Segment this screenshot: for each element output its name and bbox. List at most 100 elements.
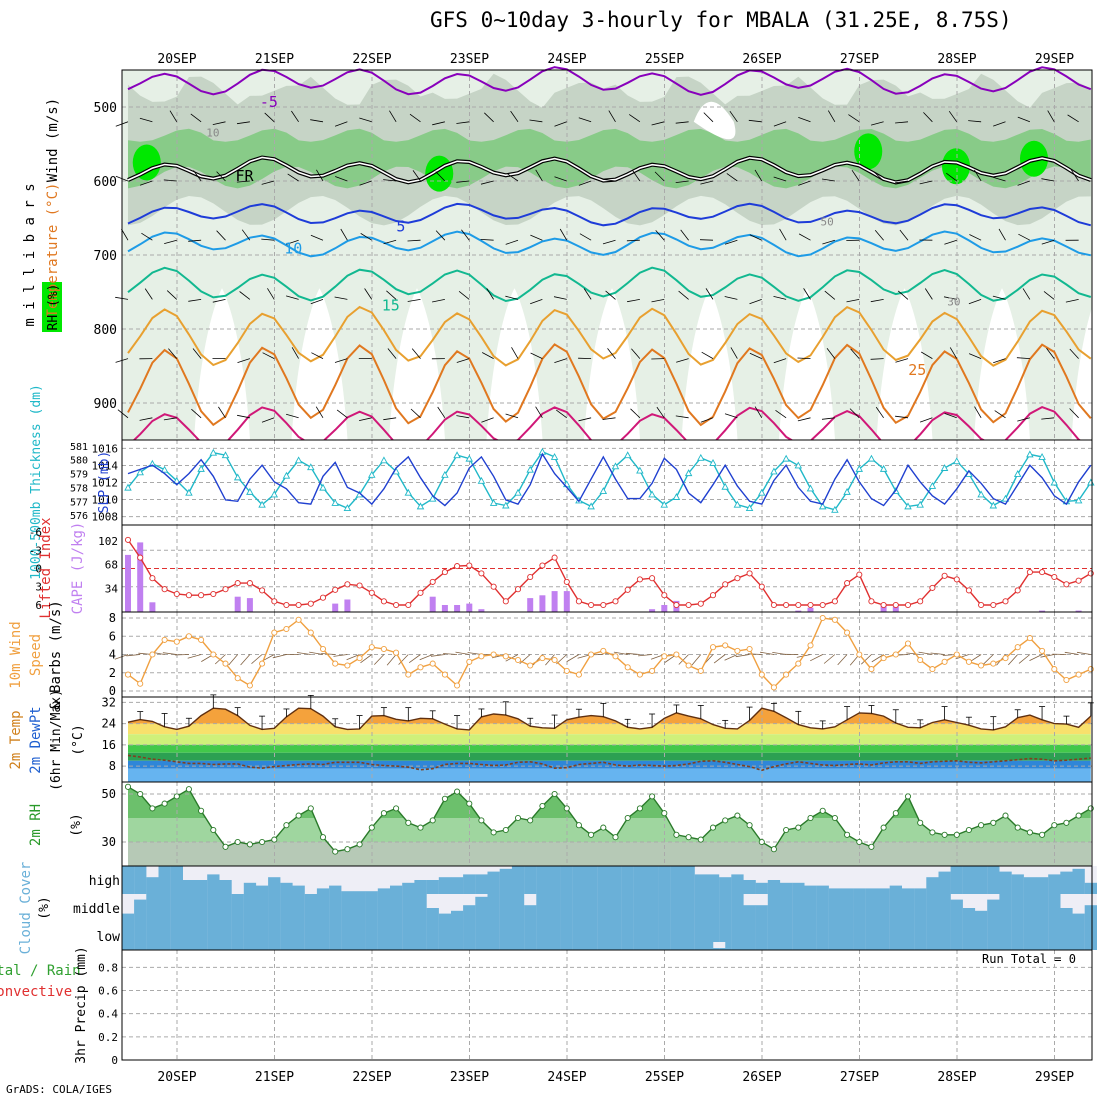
surface-wind-barb [1064,651,1079,655]
bottom-day-tick-label: 22SEP [352,1070,391,1085]
slp-point [489,499,498,506]
rh-band-green [128,128,1091,189]
wind-speed-point [953,651,960,658]
cloud-middle-cell [926,894,939,922]
upper-wind-barb [456,121,470,124]
upper-wind-barb [166,290,178,300]
cloud-middle-cell [1048,894,1061,922]
upper-wind-barb [701,351,714,359]
wind-speed-point [1087,666,1094,673]
cloud-low-cell [585,922,598,950]
surface-wind-barb [174,654,189,656]
wind-speed-point [441,671,448,678]
upper-wind-barb [969,234,982,241]
upper-wind-barb [578,180,592,186]
cape-bar [563,591,570,612]
upper-wind-barb [507,173,519,182]
surface-wind-barb [1040,654,1055,658]
upper-wind-barb [754,169,763,182]
cloud-high-cell [694,874,707,894]
slp-point [940,464,949,471]
isotherm-label: 10 [284,240,302,258]
rh-2m-point [746,822,753,829]
wind-speed-point [624,664,631,671]
rh-2m-point [819,807,826,814]
cloud-middle-cell [353,894,366,922]
upper-wind-barb [311,352,324,359]
cloud-middle-cell [438,913,452,922]
wind-speed-point [478,653,485,660]
cloud-low-cell [658,922,671,950]
lifted-index-point [831,598,838,605]
wind-speed-point [685,662,692,669]
lifted-index-point [978,601,985,609]
wind-speed-point [1014,644,1021,651]
upper-wind-barb [700,180,714,185]
slp-point [806,484,815,492]
lifted-index-point [198,592,205,599]
upper-wind-barb [267,288,275,300]
upper-wind-barb [237,358,250,363]
slp-tick-label: 1010 [92,494,119,507]
lifted-index-point [1002,598,1009,605]
upper-wind-barb [287,173,299,182]
cloud-high-cell [658,866,671,894]
cloud-high-cell [950,866,963,894]
lifted-index-point [405,601,412,609]
rh-2m-point [770,846,777,853]
rh-2m-point [124,783,132,790]
upper-wind-barb [535,406,543,419]
upper-wind-barb [236,121,250,125]
cloud-middle-cell [694,894,707,922]
isotherm-label: 15 [382,297,400,315]
upper-wind-barb [797,357,811,359]
upper-wind-barb [336,409,348,419]
wind10m-panel [114,611,1094,698]
cloud-high-cell [426,880,439,894]
cloud-low-cell [438,922,452,950]
temperature-2m-line [127,707,1092,731]
upper-wind-barb [389,110,397,123]
wind-speed-point [734,647,741,654]
slp-tick-label: 1008 [92,511,119,524]
cloud-high-cell [1023,877,1037,894]
slp-point [879,464,888,472]
wind-speed-point [673,651,680,658]
cape-bar [441,605,448,612]
cloud-middle-cell [146,894,159,922]
cloud-low-cell [853,922,866,950]
upper-wind-barb [435,230,446,241]
upper-wind-barb [895,415,909,419]
cloud-middle-cell [1023,894,1037,922]
cloud-low-cell [987,922,1000,950]
upper-wind-barb [456,415,470,419]
upper-wind-barb [992,176,1006,182]
cloud-low-cell [268,922,281,950]
upper-wind-barb [703,112,714,123]
cloud-low-cell [1048,922,1061,950]
upper-wind-barb [803,288,811,300]
upper-wind-barb [749,234,762,241]
upper-wind-barb [773,296,787,300]
cloud-high-cell [816,885,829,894]
slp-point [928,481,937,489]
cloud-high-cell [1072,868,1085,894]
upper-wind-barb [699,239,714,241]
upper-wind-barb [383,417,397,421]
lifted-index-point [539,562,546,569]
upper-wind-barb [631,348,641,359]
lifted-index-point [783,601,790,609]
wind-speed-point [563,667,570,674]
lifted-index-point [575,598,582,605]
rh-axis-title: 2m RH [28,804,44,846]
wind-speed-point [612,653,619,660]
rh-legend-swatch [42,282,62,332]
temp-axis-title-line1: 2m Temp [8,710,24,769]
rh-2m-point [173,793,180,800]
cape-bar [539,595,546,612]
cloud-high-cell [1084,882,1097,894]
cloud-high-cell [487,871,500,894]
cloud-middle-cell [256,894,269,922]
wind-speed-point [1063,676,1070,684]
rh-dry-pocket [194,288,250,440]
